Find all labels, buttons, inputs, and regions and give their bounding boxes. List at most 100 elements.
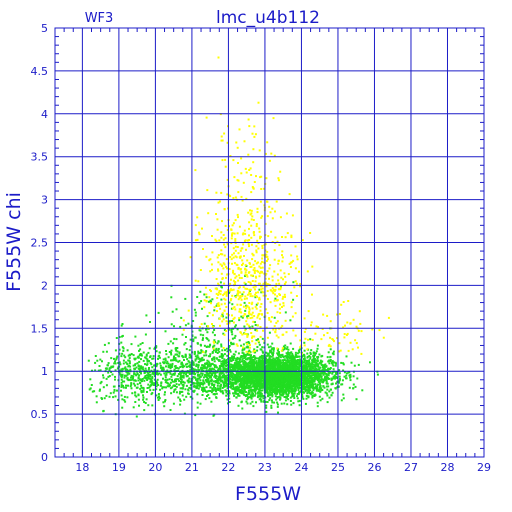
data-point (206, 325, 208, 328)
data-point (233, 365, 236, 368)
data-point (287, 364, 290, 367)
data-point (152, 357, 155, 360)
data-point (261, 367, 264, 369)
data-point (316, 371, 319, 374)
data-point (284, 355, 287, 358)
data-point (213, 393, 216, 395)
data-point (252, 361, 255, 364)
data-point (321, 378, 324, 381)
data-point (151, 357, 154, 360)
data-point (320, 375, 323, 378)
data-point (223, 382, 226, 385)
data-point (140, 358, 142, 361)
data-point (215, 347, 218, 350)
data-point (203, 344, 206, 347)
data-point (242, 366, 245, 369)
data-point (320, 372, 323, 375)
data-point (301, 393, 304, 396)
data-point (189, 363, 192, 366)
data-point (174, 358, 177, 361)
data-point (130, 387, 133, 390)
data-point (99, 369, 102, 372)
data-point (256, 370, 259, 373)
data-point (201, 372, 204, 375)
data-point (318, 395, 321, 398)
data-point (249, 402, 252, 405)
data-point (288, 356, 291, 359)
data-point (314, 352, 317, 355)
data-point (176, 366, 179, 369)
data-point (206, 379, 209, 382)
data-point (156, 396, 159, 399)
data-point (252, 356, 255, 359)
data-point (247, 397, 250, 400)
data-point (286, 374, 289, 377)
data-point (208, 372, 211, 375)
data-point (177, 360, 180, 363)
data-point (204, 375, 207, 378)
data-point (305, 360, 308, 363)
data-point (204, 390, 207, 392)
data-point (209, 355, 211, 358)
data-point (171, 378, 173, 381)
data-point (204, 398, 207, 401)
data-point (236, 369, 239, 372)
data-point (291, 376, 294, 379)
data-point (347, 371, 350, 374)
data-point (171, 359, 174, 362)
data-point (244, 274, 246, 277)
data-point (184, 324, 187, 327)
data-point (273, 401, 276, 404)
data-point (299, 382, 302, 384)
data-point (248, 360, 251, 363)
data-point (182, 385, 185, 388)
data-point (251, 391, 254, 394)
data-point (202, 383, 204, 386)
data-point (232, 386, 235, 389)
data-point (284, 399, 287, 402)
data-point (169, 387, 172, 390)
data-point (215, 390, 217, 393)
data-point (244, 372, 247, 375)
data-point (298, 378, 301, 380)
data-point (164, 359, 167, 362)
data-point (210, 391, 213, 394)
data-point (294, 388, 297, 391)
data-point (246, 376, 249, 379)
data-point (248, 392, 251, 395)
data-point (208, 389, 211, 392)
data-point (94, 361, 97, 364)
data-point (263, 399, 266, 402)
data-point (101, 397, 103, 400)
data-point (196, 401, 199, 404)
data-point (298, 404, 301, 407)
data-point (326, 356, 329, 359)
data-point (220, 383, 223, 386)
data-point (277, 358, 280, 361)
data-point (313, 395, 316, 397)
data-point (131, 378, 134, 381)
data-point (120, 324, 123, 327)
data-point (274, 395, 277, 398)
data-point (203, 373, 206, 376)
data-point (265, 355, 268, 358)
data-point (249, 351, 252, 354)
data-point (253, 382, 255, 385)
data-point (231, 382, 234, 385)
data-point (312, 355, 315, 358)
data-point (327, 351, 330, 354)
data-point (275, 363, 278, 366)
data-point (250, 362, 253, 365)
data-point (175, 367, 177, 370)
data-point (221, 356, 224, 359)
data-point (243, 301, 246, 304)
data-point (294, 373, 297, 376)
data-point (147, 404, 150, 407)
data-point (326, 376, 329, 379)
data-point (318, 368, 321, 371)
data-point (216, 387, 219, 390)
data-point (181, 366, 184, 369)
data-point (324, 363, 327, 366)
data-point (332, 375, 335, 378)
data-point (318, 377, 321, 380)
